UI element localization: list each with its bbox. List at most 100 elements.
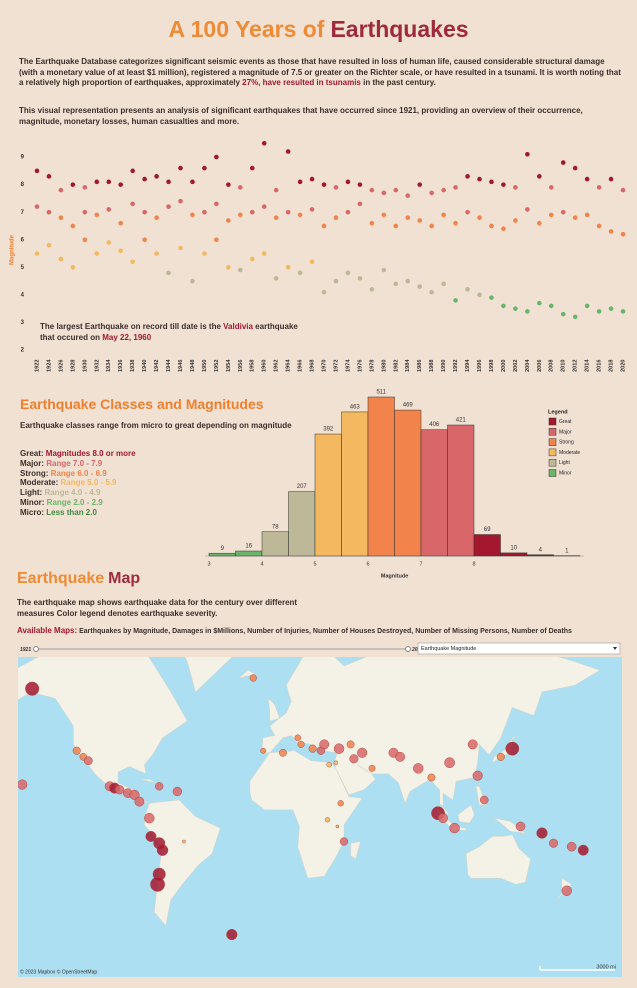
x-tick-label: 1966 (298, 360, 304, 372)
quake-marker (114, 785, 125, 795)
point (34, 204, 40, 209)
slider-handle-end[interactable] (405, 646, 411, 652)
point (345, 209, 351, 215)
quake-marker (182, 839, 186, 844)
x-tick-label: 1974 (345, 359, 351, 372)
point (560, 209, 566, 215)
point (608, 176, 614, 182)
x-tick-label: 1998 (489, 360, 495, 372)
point (142, 176, 147, 182)
point (202, 251, 207, 256)
quake-marker (549, 838, 559, 848)
x-tick-label: 1960 (262, 360, 268, 372)
land-shape (465, 834, 531, 885)
point (285, 265, 291, 270)
quake-marker (349, 754, 359, 764)
point (297, 179, 303, 185)
point (178, 198, 183, 204)
x-tick-label: 2006 (537, 360, 543, 372)
quake-marker (427, 773, 436, 782)
point (477, 176, 482, 182)
x-tick-label: 1964 (286, 359, 292, 372)
x-tick-label: 1970 (322, 360, 328, 372)
quake-marker (18, 779, 28, 790)
highlight: 27%, have resulted in tsunamis (242, 78, 361, 88)
value-label: 9 (221, 546, 225, 552)
point (429, 289, 434, 295)
point (620, 309, 626, 314)
quake-marker (368, 764, 376, 772)
point (190, 278, 195, 284)
x-tick-label: 8 (472, 561, 475, 567)
bar (261, 531, 289, 557)
x-tick-label: 6 (366, 561, 369, 567)
dropdown[interactable] (417, 642, 621, 655)
value-label: 421 (456, 418, 467, 424)
quake-marker (319, 739, 330, 750)
point (226, 182, 231, 187)
x-tick-label: 1926 (58, 360, 64, 372)
point (285, 209, 291, 215)
quake-marker (333, 743, 345, 754)
class-row: Micro: Less than 2.0 (20, 508, 136, 518)
point (214, 237, 219, 243)
quake-marker (438, 813, 448, 824)
x-tick-label: 1944 (166, 359, 172, 372)
point (393, 281, 399, 287)
point (214, 154, 219, 160)
quake-marker (72, 746, 81, 755)
title-part: A 100 Years of (168, 16, 325, 42)
point (46, 174, 52, 179)
x-tick-label: 1952 (214, 360, 220, 372)
x-tick-label: 3 (207, 561, 210, 567)
value-label: 406 (429, 422, 440, 428)
quake-marker (134, 796, 145, 807)
x-tick-label: 1986 (417, 360, 423, 372)
point (393, 187, 399, 193)
value-label: 78 (272, 524, 279, 530)
point (489, 179, 494, 185)
annotation-text: The largest Earthquake on record till da… (40, 322, 223, 331)
point (465, 287, 470, 292)
point (596, 185, 602, 190)
quake-marker (536, 827, 548, 839)
quake-marker (324, 817, 331, 823)
map-markers (18, 674, 589, 941)
point (82, 209, 88, 215)
point (94, 212, 100, 218)
annotation-highlight: Valdivia (223, 322, 253, 331)
quake-marker (155, 782, 164, 791)
bar (526, 554, 554, 557)
quake-marker (444, 757, 455, 768)
x-tick-label: 1936 (118, 360, 124, 372)
quake-marker (577, 844, 589, 856)
x-tick-label: 1940 (142, 360, 148, 372)
point (429, 190, 434, 196)
point (273, 276, 279, 281)
point (309, 207, 315, 212)
point (118, 248, 123, 254)
point (142, 237, 147, 243)
x-tick-label: 1976 (357, 360, 363, 372)
value-label: 207 (297, 484, 308, 490)
section-title: Earthquake Classes and Magnitudes (20, 396, 264, 412)
title-part: Map (108, 570, 141, 587)
slider-handle-start[interactable] (33, 646, 39, 652)
point (214, 201, 219, 207)
text: The Earthquake Database categorizes sign… (19, 57, 621, 88)
point (34, 251, 40, 256)
land-shape (249, 750, 363, 879)
point (548, 303, 554, 309)
point (130, 168, 135, 174)
bar (394, 409, 422, 557)
point (417, 284, 423, 289)
point (238, 212, 243, 218)
class-term: Strong: (20, 468, 49, 478)
point (465, 209, 470, 215)
point (560, 160, 566, 165)
point (285, 149, 291, 154)
map-land (18, 657, 601, 927)
value-label: 469 (403, 403, 414, 409)
legend-swatch (548, 448, 557, 457)
